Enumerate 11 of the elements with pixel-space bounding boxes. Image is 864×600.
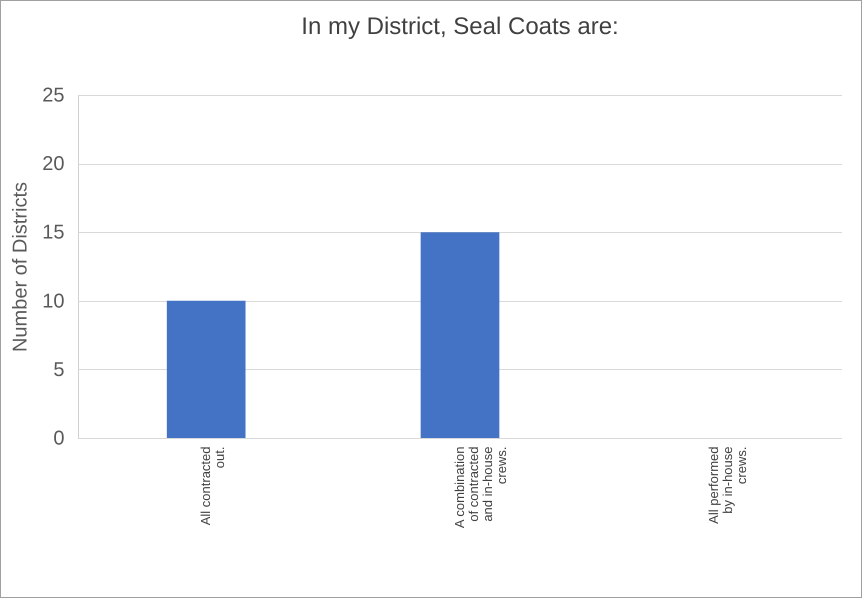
x-tick-label: All performed by in-house crews. — [706, 446, 749, 524]
x-tick-label: A combination of contracted and in-house crews. — [452, 446, 509, 528]
chart-title: In my District, Seal Coats are: — [301, 13, 619, 40]
y-axis-title: Number of Districts — [9, 182, 32, 352]
x-tick-label: All contracted out. — [198, 446, 228, 526]
y-tick-label: 15 — [42, 222, 64, 244]
y-tick-label: 10 — [42, 290, 64, 312]
y-tick-label: 0 — [53, 428, 64, 450]
y-tick-label: 20 — [42, 153, 64, 176]
y-tick-label: 25 — [42, 84, 64, 106]
y-tick-label: 5 — [53, 358, 64, 381]
